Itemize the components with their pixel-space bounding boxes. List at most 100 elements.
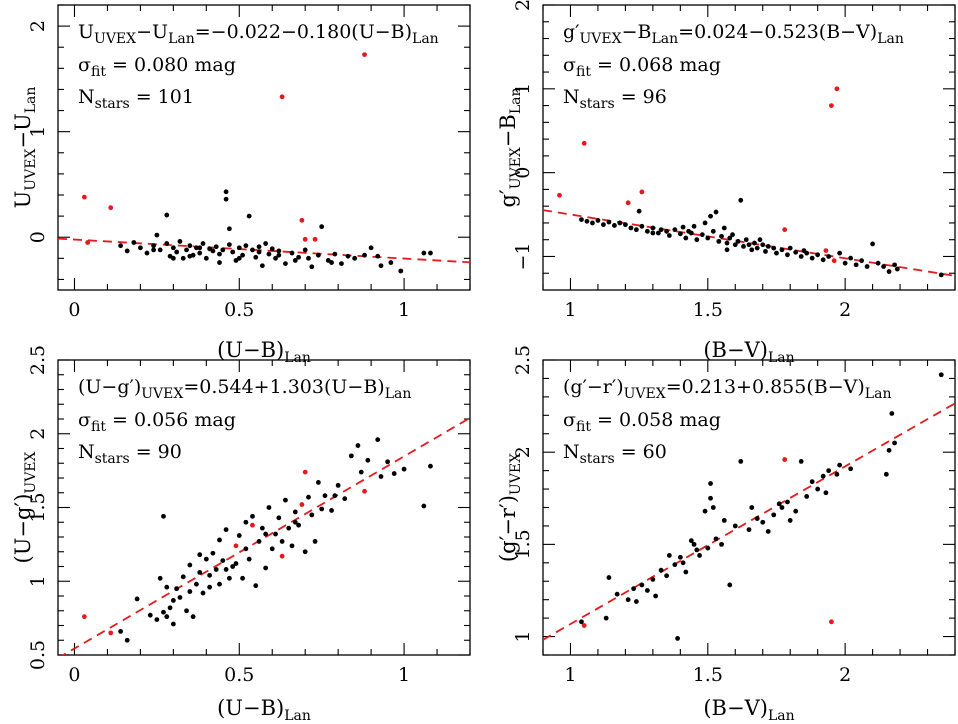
data-point <box>187 243 193 249</box>
data-point <box>655 230 661 236</box>
outlier-point <box>581 140 587 146</box>
text-run: σ <box>78 54 91 76</box>
data-point <box>226 242 232 248</box>
data-point <box>710 505 716 510</box>
data-point <box>702 220 708 226</box>
data-point <box>223 567 229 572</box>
subscript-text: fit <box>576 419 591 435</box>
data-point <box>306 494 311 500</box>
x-tick-label: 2 <box>839 299 851 321</box>
y-tick-label: 2 <box>512 0 534 11</box>
data-point <box>776 501 782 507</box>
data-point <box>639 223 645 229</box>
data-point <box>134 596 140 602</box>
data-point <box>167 605 173 611</box>
data-point <box>164 584 170 590</box>
data-point <box>579 619 584 625</box>
subscript-text: stars <box>95 451 130 467</box>
data-point <box>746 527 752 533</box>
data-point <box>938 372 944 378</box>
data-point <box>259 263 265 269</box>
data-point <box>296 254 302 260</box>
x-axis-label: (B−V)Lan <box>703 338 794 366</box>
data-point <box>312 539 318 544</box>
data-point <box>269 246 275 252</box>
data-point <box>785 499 790 505</box>
text-run: N <box>78 86 95 108</box>
y-tick-label: 2 <box>512 446 534 458</box>
data-point <box>677 554 683 560</box>
data-point <box>138 245 143 251</box>
data-point <box>266 251 272 257</box>
data-point <box>853 262 859 268</box>
data-point <box>200 590 206 596</box>
nstars-text: Nstars = 90 <box>78 441 182 467</box>
data-point <box>779 505 785 510</box>
text-run: g′ <box>496 189 520 207</box>
subscript-text: Lan <box>168 31 195 47</box>
data-point <box>804 494 810 499</box>
data-point <box>283 497 288 503</box>
data-point <box>256 244 262 250</box>
outlier-point <box>362 52 367 58</box>
data-point <box>732 523 738 529</box>
data-point <box>223 527 229 533</box>
data-point <box>881 264 886 269</box>
data-point <box>754 245 760 251</box>
subscript-text: Lan <box>23 87 39 114</box>
data-point <box>174 249 180 255</box>
x-tick-label: 1 <box>398 664 410 686</box>
data-point <box>184 608 189 614</box>
outlier-point <box>625 200 631 206</box>
data-point <box>801 248 807 254</box>
data-point <box>319 506 325 512</box>
data-point <box>283 261 288 267</box>
subscript-text: UVEX <box>508 147 524 189</box>
data-point <box>746 242 752 248</box>
data-point <box>754 516 760 521</box>
y-tick-label: 1.5 <box>27 492 49 522</box>
data-point <box>345 253 351 259</box>
data-point <box>154 232 160 238</box>
text-run: g′ <box>563 21 579 43</box>
fit-equation: (U−g′)UVEX=0.544+1.303(U−B)Lan <box>78 376 411 402</box>
data-point <box>428 463 433 469</box>
data-point <box>686 228 691 234</box>
data-point <box>154 617 160 622</box>
data-point <box>639 582 645 588</box>
outlier-point <box>81 614 87 620</box>
data-point <box>752 240 757 246</box>
data-point <box>680 224 686 230</box>
data-point <box>834 471 840 477</box>
text-run: (B−V) <box>703 338 768 362</box>
data-point <box>631 586 637 592</box>
data-point <box>864 264 870 269</box>
data-point <box>749 505 755 510</box>
data-point <box>765 244 771 249</box>
data-point <box>595 218 601 223</box>
x-axis-label: (B−V)Lan <box>703 696 794 724</box>
plot-frame <box>57 359 471 656</box>
data-point <box>289 250 295 256</box>
data-point <box>342 496 348 502</box>
y-tick-label: 2 <box>27 428 49 440</box>
text-run: = 60 <box>615 441 667 463</box>
subscript-text: fit <box>91 419 106 435</box>
data-point <box>702 508 708 514</box>
data-point <box>170 621 176 627</box>
data-point <box>658 227 664 233</box>
data-point <box>697 553 702 558</box>
data-point <box>708 495 713 501</box>
data-point <box>892 440 897 446</box>
y-tick-label: 0 <box>512 167 534 179</box>
data-point <box>184 247 189 253</box>
data-point <box>256 539 262 544</box>
data-point <box>378 263 384 269</box>
subscript-text: Lan <box>508 87 524 114</box>
panel-top-right: 1 1.5 2−1012g′UVEX−BLan=0.024−0.523(B−V)La… <box>496 0 956 366</box>
data-point <box>190 614 196 620</box>
fit-line <box>543 209 955 277</box>
data-point <box>710 228 716 234</box>
text-run: = 0.058 mag <box>591 409 721 431</box>
